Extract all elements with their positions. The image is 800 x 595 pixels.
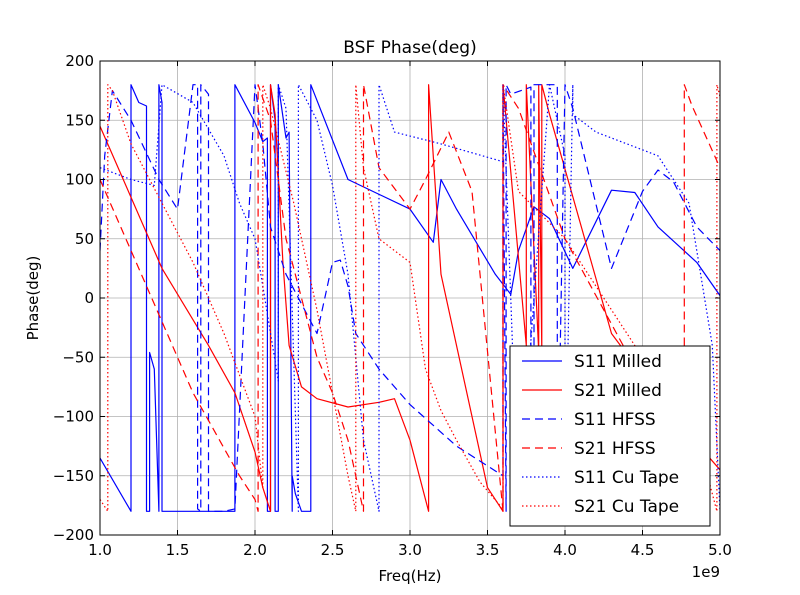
y-tick-label: −200	[53, 526, 94, 544]
legend: S11 Milled S21 Milled S11 HFSS S21 HFSS S11 …	[509, 345, 711, 527]
series-line-s21-hfss	[100, 84, 720, 512]
y-tick-label: 150	[65, 111, 94, 129]
series-line-s21-milled	[100, 84, 720, 512]
legend-label: S21 Milled	[574, 381, 662, 401]
x-tick-label: 5.0	[708, 541, 732, 559]
legend-label: S21 Cu Tape	[574, 497, 679, 517]
legend-label: S11 Cu Tape	[574, 468, 679, 488]
series-line-s21-cu-tape	[100, 84, 720, 512]
y-tick-label: 50	[75, 230, 94, 248]
x-tick-label: 3.5	[476, 541, 500, 559]
legend-box	[509, 345, 711, 527]
x-tick-label: 1.5	[166, 541, 190, 559]
y-axis-label: Phase(deg)	[24, 256, 42, 341]
y-tick-label: 200	[65, 52, 94, 70]
x-axis-label: Freq(Hz)	[379, 567, 442, 585]
y-tick-label: −50	[62, 348, 94, 366]
x-tick-label: 2.0	[243, 541, 267, 559]
y-tick-label: −100	[53, 408, 94, 426]
series-lines	[100, 84, 720, 512]
legend-label: S11 Milled	[574, 352, 662, 372]
x-tick-label: 4.0	[553, 541, 577, 559]
x-tick-label: 3.0	[398, 541, 422, 559]
x-tick-label: 4.5	[631, 541, 655, 559]
y-tick-label: 0	[84, 289, 94, 307]
x-tick-label: 1.0	[88, 541, 112, 559]
y-tick-label: −150	[53, 467, 94, 485]
axis-ticks: 1.0 1.5 2.0 2.5 3.0 3.5 4.0 4.5 5.0 −200 −150 −100 −…	[53, 52, 732, 559]
x-axis-multiplier: 1e9	[692, 563, 720, 581]
legend-label: S11 HFSS	[574, 410, 656, 430]
legend-label: S21 HFSS	[574, 439, 656, 459]
chart-title: BSF Phase(deg)	[343, 38, 476, 58]
x-tick-label: 2.5	[321, 541, 345, 559]
y-tick-label: 100	[65, 171, 94, 189]
series-line-s11-cu-tape	[100, 84, 720, 512]
